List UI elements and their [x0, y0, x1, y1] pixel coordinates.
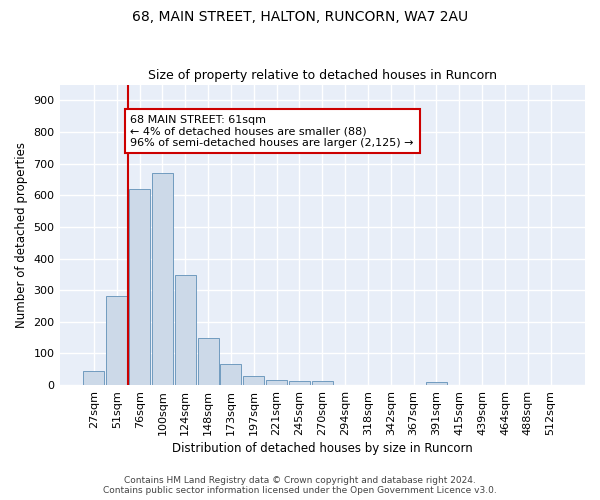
Bar — [220, 364, 241, 385]
Y-axis label: Number of detached properties: Number of detached properties — [15, 142, 28, 328]
X-axis label: Distribution of detached houses by size in Runcorn: Distribution of detached houses by size … — [172, 442, 473, 455]
Bar — [426, 382, 447, 385]
Bar — [312, 382, 333, 385]
Bar — [197, 338, 218, 385]
Bar — [129, 189, 150, 385]
Text: 68, MAIN STREET, HALTON, RUNCORN, WA7 2AU: 68, MAIN STREET, HALTON, RUNCORN, WA7 2A… — [132, 10, 468, 24]
Bar — [152, 173, 173, 385]
Text: 68 MAIN STREET: 61sqm
← 4% of detached houses are smaller (88)
96% of semi-detac: 68 MAIN STREET: 61sqm ← 4% of detached h… — [130, 114, 414, 148]
Text: Contains HM Land Registry data © Crown copyright and database right 2024.
Contai: Contains HM Land Registry data © Crown c… — [103, 476, 497, 495]
Bar — [83, 372, 104, 385]
Title: Size of property relative to detached houses in Runcorn: Size of property relative to detached ho… — [148, 69, 497, 82]
Bar — [106, 296, 127, 385]
Bar — [266, 380, 287, 385]
Bar — [175, 275, 196, 385]
Bar — [243, 376, 264, 385]
Bar — [289, 382, 310, 385]
